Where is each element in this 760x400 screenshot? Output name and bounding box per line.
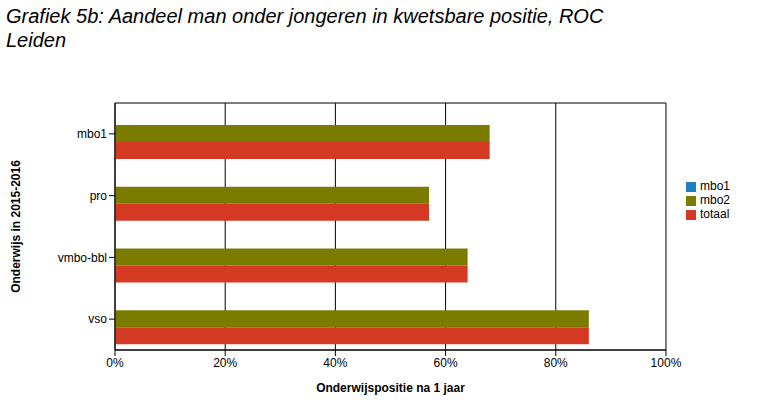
svg-text:pro: pro: [90, 189, 108, 203]
svg-text:mbo1: mbo1: [77, 127, 107, 141]
svg-text:60%: 60%: [434, 356, 458, 370]
svg-text:80%: 80%: [544, 356, 568, 370]
svg-text:Onderwijspositie na 1 jaar: Onderwijspositie na 1 jaar: [316, 381, 465, 395]
html-text:Grafiek 5b: Aandeel man onder: Grafiek 5b: Aandeel man onder jongeren i…: [6, 5, 604, 51]
svg-text:20%: 20%: [213, 356, 237, 370]
html-text:totaal: totaal: [700, 207, 730, 221]
svg-text:vmbo-bbl: vmbo-bbl: [58, 251, 107, 265]
html-text:mbo1: mbo1: [700, 179, 730, 193]
html-text:mbo2: mbo2: [700, 193, 730, 207]
svg-text:0%: 0%: [106, 356, 124, 370]
svg-text:vso: vso: [88, 312, 107, 326]
svg-text:Onderwijs in 2015-2016: Onderwijs in 2015-2016: [9, 160, 23, 293]
svg-text:40%: 40%: [323, 356, 347, 370]
svg-text:100%: 100%: [651, 356, 682, 370]
